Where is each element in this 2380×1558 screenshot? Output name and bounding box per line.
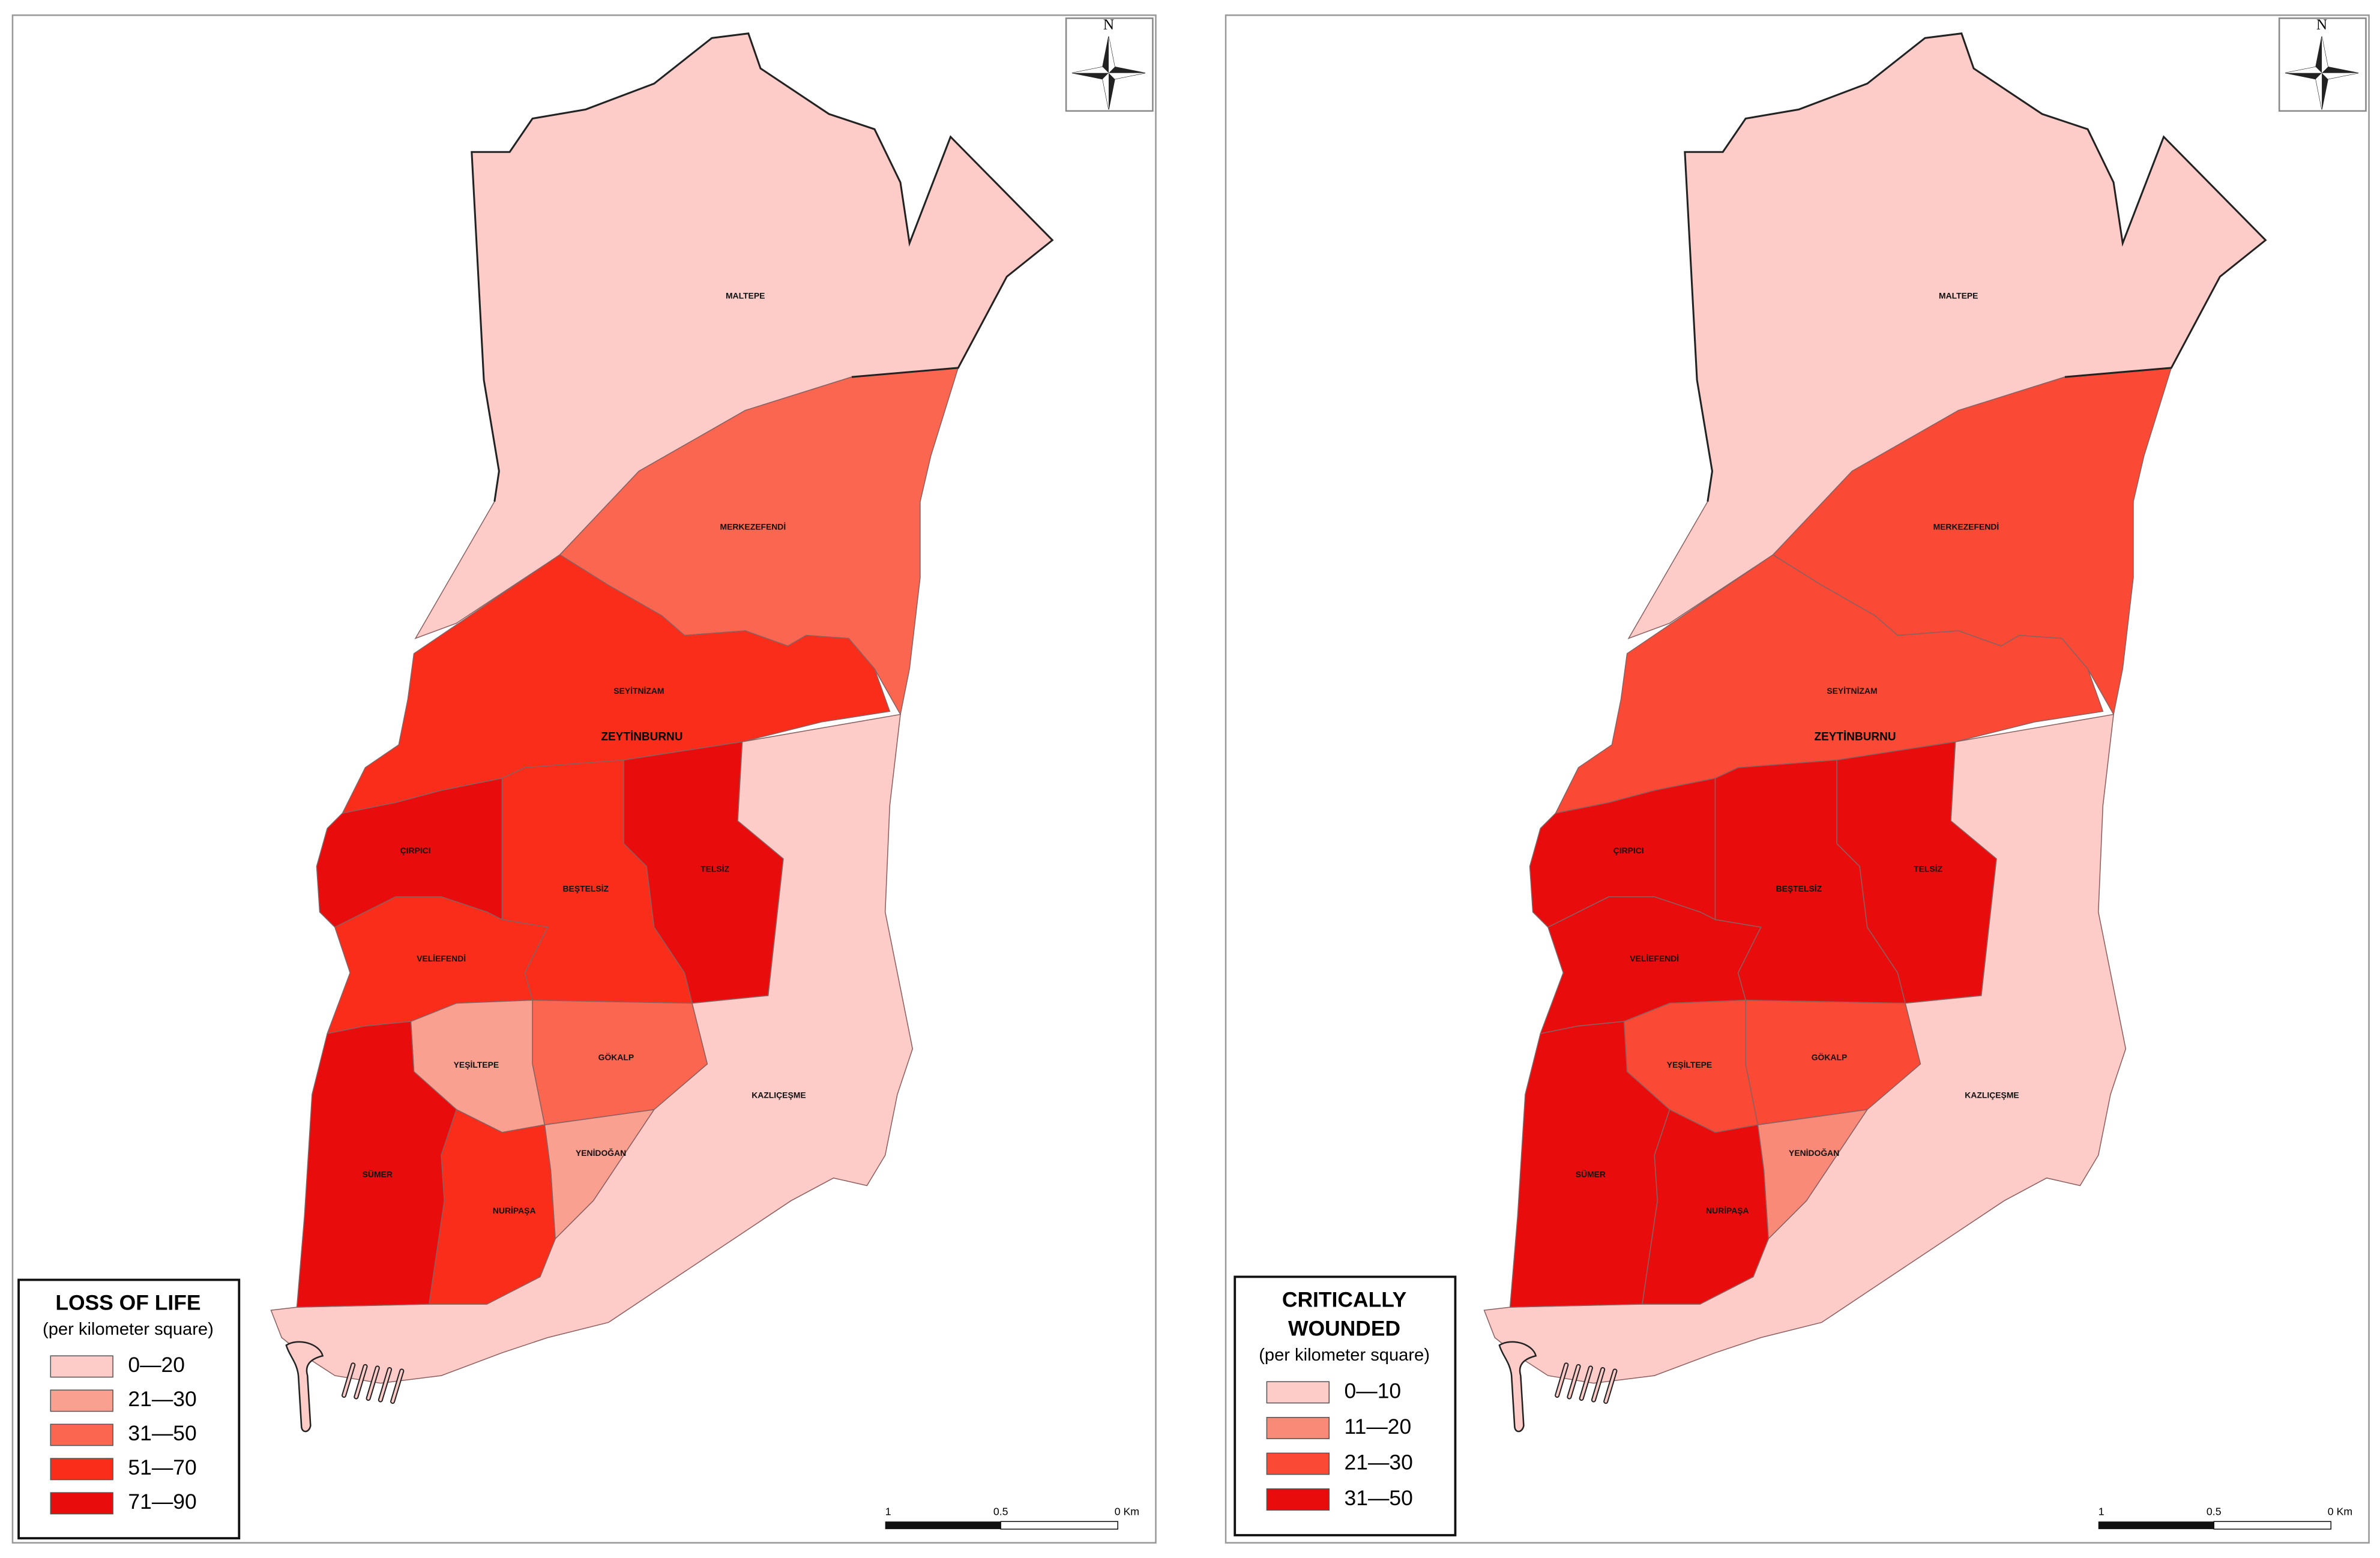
north-label: N: [1103, 16, 1114, 33]
district-label: ÇIRPICI: [400, 846, 431, 855]
legend-swatch: [50, 1355, 113, 1378]
legend-subtitle: (per kilometer square): [1259, 1346, 1430, 1365]
district-label: VELİEFENDİ: [1630, 954, 1679, 963]
district-label: MALTEPE: [1939, 291, 1978, 301]
legend-label: 0—10: [1345, 1379, 1402, 1403]
scale-label: 0.5: [2207, 1506, 2222, 1518]
harbor: [285, 1341, 324, 1433]
district-label: YENİDOĞAN: [576, 1147, 626, 1158]
scale-bar-black: [885, 1521, 1001, 1529]
district: [1483, 714, 2127, 1384]
legend-swatch: [1266, 1416, 1330, 1439]
legend-label: 21—30: [1345, 1450, 1413, 1474]
district-label: MERKEZEFENDİ: [1933, 522, 1999, 532]
legend-label: 51—70: [128, 1455, 196, 1479]
boundary: [471, 32, 1054, 502]
legend-label: 71—90: [128, 1490, 196, 1514]
pier-fill: [1556, 1364, 1568, 1397]
district-label: SEYİTNİZAM: [613, 686, 664, 696]
north-label: N: [2316, 16, 2327, 33]
pier-fill: [1604, 1370, 1616, 1403]
scale-bar-black: [2098, 1521, 2214, 1529]
legend-swatch: [50, 1389, 113, 1412]
legend-subtitle: (per kilometer square): [43, 1320, 214, 1339]
district-label: GÖKALP: [598, 1052, 634, 1062]
district-label: TELSİZ: [1914, 864, 1942, 873]
scale-label: 0 Km: [2328, 1506, 2352, 1518]
legend-swatch: [1266, 1452, 1330, 1475]
map-panel: MALTEPE MERKEZEFENDİ SEYİTNİZAM ÇIRPICI BEŞT…: [11, 14, 1157, 1544]
legend-swatch: [50, 1492, 113, 1515]
legend-swatch: [50, 1458, 113, 1481]
legend-swatch: [50, 1424, 113, 1446]
district-label: BEŞTELSİZ: [1776, 883, 1822, 893]
district-label: KAZLIÇEŞME: [1965, 1090, 2019, 1100]
scale-label: 1: [885, 1506, 891, 1518]
district: [1642, 1108, 1769, 1305]
pier-fill: [343, 1364, 355, 1397]
legend-title: LOSS OF LIFE: [55, 1290, 200, 1314]
harbor: [1498, 1341, 1537, 1433]
legend-label: 31—50: [1345, 1486, 1413, 1510]
district-label: YEŞİLTEPE: [1667, 1060, 1712, 1069]
city-label: ZEYTİNBURNU: [601, 730, 682, 743]
pier-fill: [379, 1368, 391, 1401]
pier-fill: [1568, 1365, 1580, 1398]
district-label: TELSİZ: [700, 864, 729, 873]
district-label: KAZLIÇEŞME: [752, 1090, 806, 1100]
map-panel: MALTEPE MERKEZEFENDİ SEYİTNİZAM ÇIRPICI BEŞT…: [1225, 14, 2370, 1544]
pier-fill: [355, 1365, 367, 1398]
legend-label: 31—50: [128, 1421, 196, 1445]
pier-fill: [367, 1367, 379, 1400]
scale-bar-white: [2213, 1521, 2332, 1530]
district-label: SEYİTNİZAM: [1827, 686, 1877, 696]
district-label: SÜMER: [363, 1169, 393, 1179]
district-label: BEŞTELSİZ: [563, 883, 609, 893]
pier-fill: [1592, 1368, 1604, 1401]
city-label: ZEYTİNBURNU: [1815, 730, 1896, 743]
boundary: [1684, 32, 2267, 502]
district-label: YEŞİLTEPE: [454, 1060, 499, 1069]
district-label: MERKEZEFENDİ: [720, 522, 786, 532]
legend-label: 21—30: [128, 1387, 196, 1411]
legend-title: CRITICALLY: [1282, 1287, 1407, 1311]
scale-label: 0 Km: [1115, 1506, 1139, 1518]
district-label: YENİDOĞAN: [1789, 1147, 1839, 1158]
district: [270, 714, 914, 1384]
scale-label: 1: [2098, 1506, 2104, 1518]
district-label: NURİPAŞA: [493, 1206, 536, 1215]
scale-bar-white: [1000, 1521, 1118, 1530]
north-arrow-light: [1072, 36, 1145, 110]
legend-label: 0—20: [128, 1353, 185, 1377]
legend-title: WOUNDED: [1288, 1316, 1400, 1340]
scale-label: 0.5: [993, 1506, 1008, 1518]
district-label: ÇIRPICI: [1613, 846, 1644, 855]
district-label: VELİEFENDİ: [417, 954, 466, 963]
north-arrow-light: [2285, 36, 2358, 110]
district-label: GÖKALP: [1812, 1052, 1848, 1062]
district: [429, 1108, 556, 1305]
legend-label: 11—20: [1345, 1415, 1412, 1439]
district-label: MALTEPE: [726, 291, 765, 301]
district-label: SÜMER: [1576, 1169, 1606, 1179]
district-label: NURİPAŞA: [1706, 1206, 1749, 1215]
legend-swatch: [1266, 1488, 1330, 1511]
pier-fill: [1580, 1367, 1592, 1400]
pier-fill: [391, 1370, 403, 1403]
legend-swatch: [1266, 1381, 1330, 1404]
